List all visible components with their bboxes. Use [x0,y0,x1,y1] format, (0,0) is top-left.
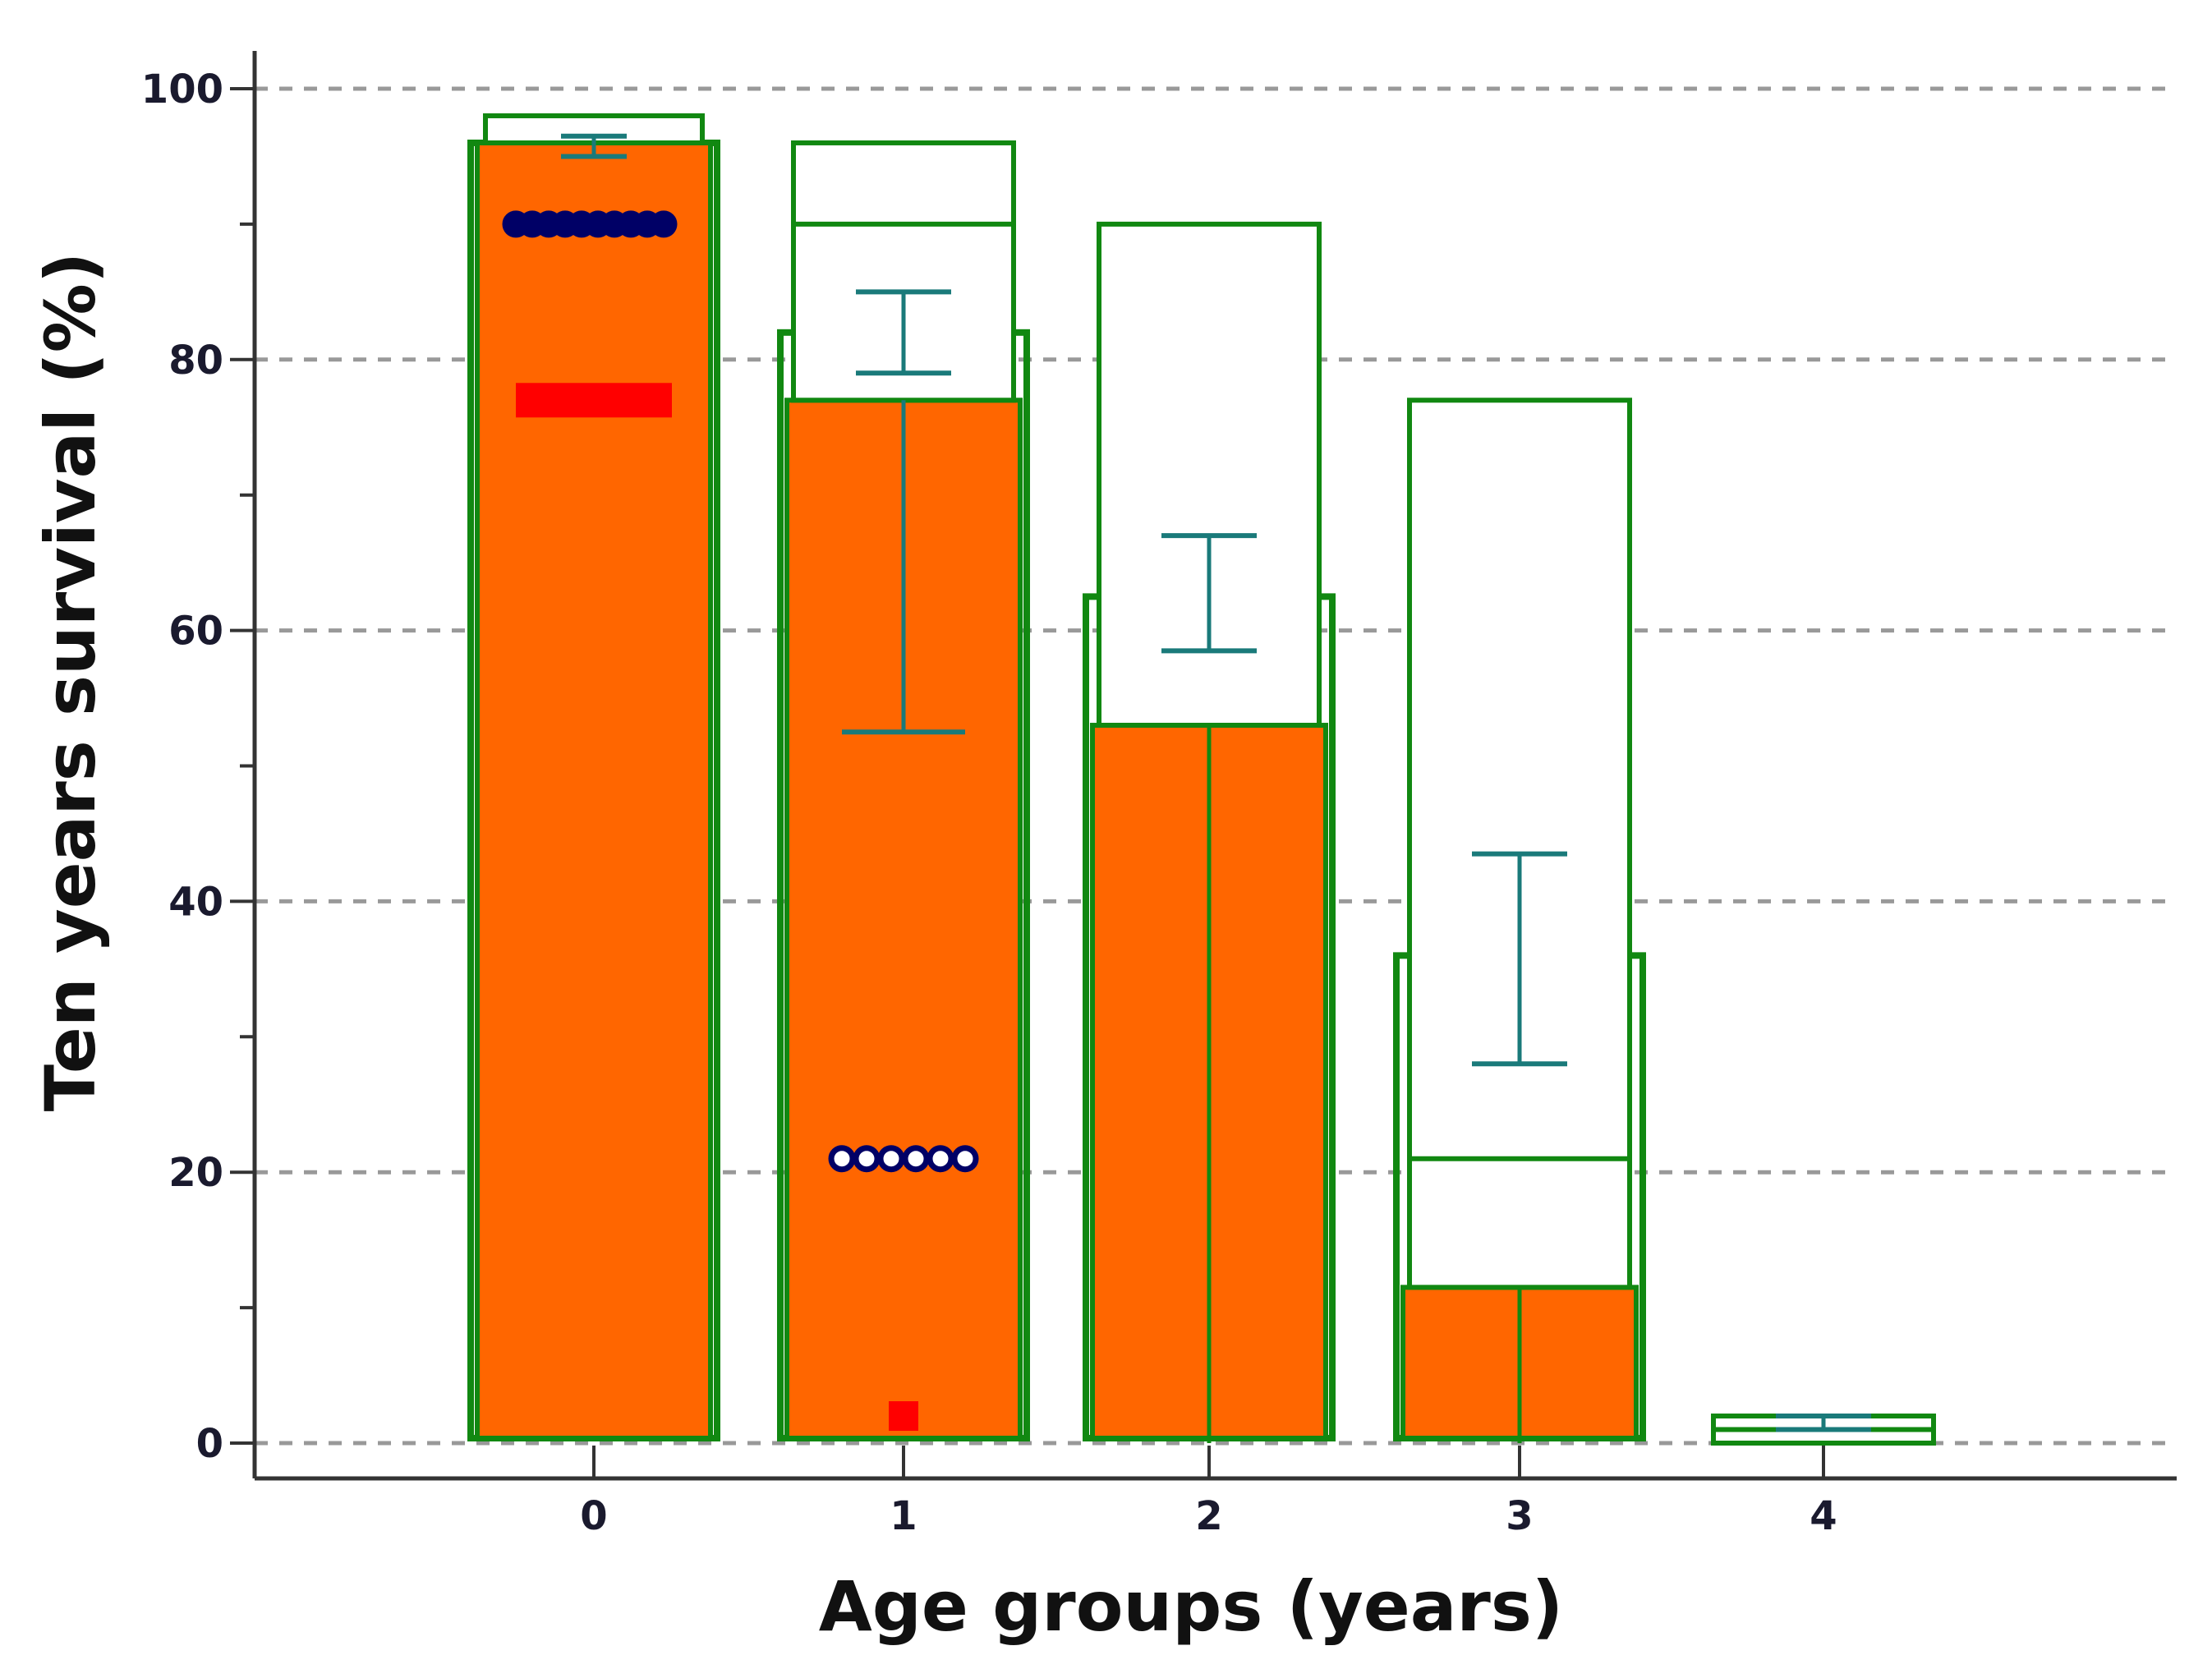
y-tick-label-100: 100 [141,67,223,113]
marker-dot-1-4 [927,1145,954,1173]
marker-dot-1-3 [902,1145,930,1173]
marker-dot-0-9 [650,210,678,238]
x-tick-label-0: 0 [580,1493,607,1539]
bar-0 [475,140,713,1441]
marker-dot-1-1 [853,1145,881,1173]
labels: 0 20 40 60 80 100 0 1 2 3 4 [141,67,1837,1539]
box-3 [1407,398,1632,1290]
marker-red-square-1 [889,1401,918,1432]
marks [502,133,1871,1432]
y-tick-label-40: 40 [168,879,223,925]
y-tick-label-60: 60 [168,609,223,655]
y-axis-title: Ten years survival (%) [30,252,111,1111]
marker-red-bar-0 [516,383,672,418]
marker-dot-1-2 [877,1145,905,1173]
x-tick-label-2: 2 [1195,1493,1222,1539]
x-axis-title: Age groups (years) [819,1566,1563,1647]
axes [230,51,2177,1481]
y-tick-label-20: 20 [168,1150,223,1196]
marker-dot-1-5 [951,1145,979,1173]
marker-dot-1-0 [828,1145,856,1173]
y-tick-label-80: 80 [168,338,223,384]
x-tick-label-4: 4 [1810,1493,1837,1539]
x-tick-label-3: 3 [1506,1493,1533,1539]
x-tick-label-1: 1 [890,1493,917,1539]
y-tick-label-0: 0 [196,1421,223,1467]
bars [467,113,1936,1446]
